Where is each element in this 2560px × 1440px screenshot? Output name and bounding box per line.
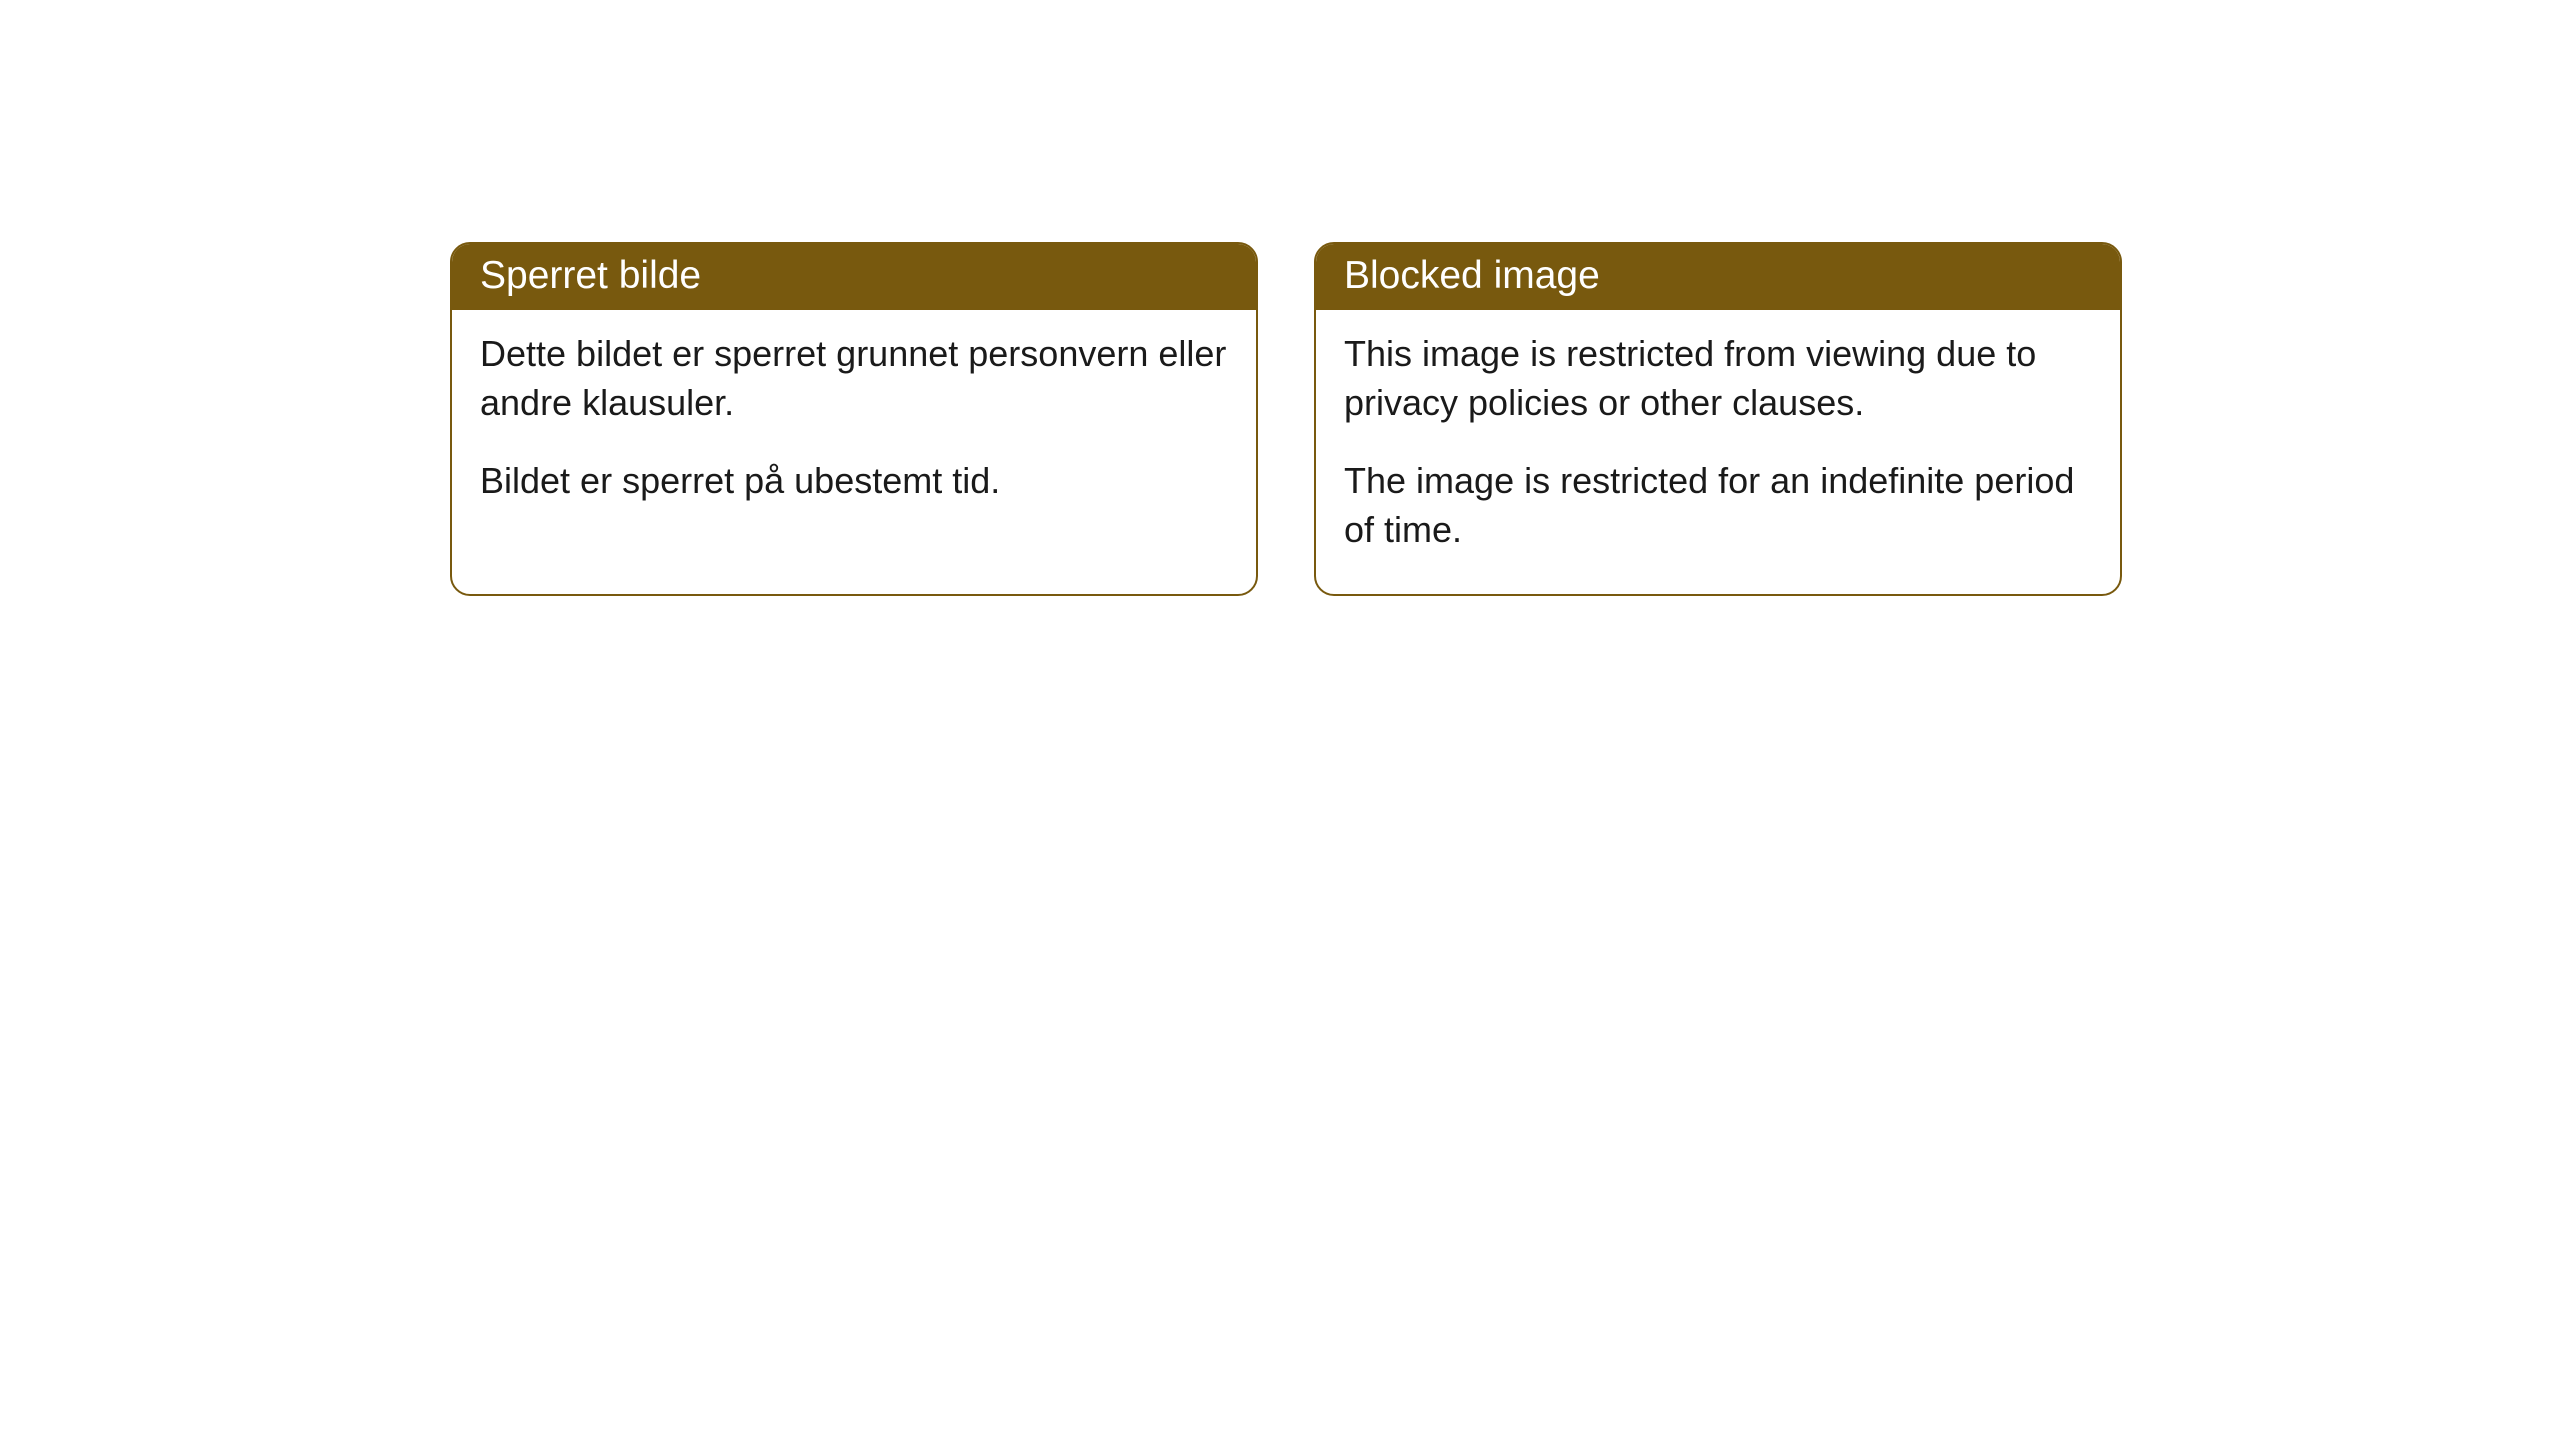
card-text-no-1: Dette bildet er sperret grunnet personve…: [480, 330, 1228, 427]
card-text-no-2: Bildet er sperret på ubestemt tid.: [480, 457, 1228, 506]
card-body-en: This image is restricted from viewing du…: [1316, 310, 2120, 594]
notice-container: Sperret bilde Dette bildet er sperret gr…: [0, 0, 2560, 596]
blocked-image-card-en: Blocked image This image is restricted f…: [1314, 242, 2122, 596]
card-text-en-1: This image is restricted from viewing du…: [1344, 330, 2092, 427]
card-text-en-2: The image is restricted for an indefinit…: [1344, 457, 2092, 554]
card-header-en: Blocked image: [1316, 244, 2120, 310]
blocked-image-card-no: Sperret bilde Dette bildet er sperret gr…: [450, 242, 1258, 596]
card-body-no: Dette bildet er sperret grunnet personve…: [452, 310, 1256, 546]
card-header-no: Sperret bilde: [452, 244, 1256, 310]
